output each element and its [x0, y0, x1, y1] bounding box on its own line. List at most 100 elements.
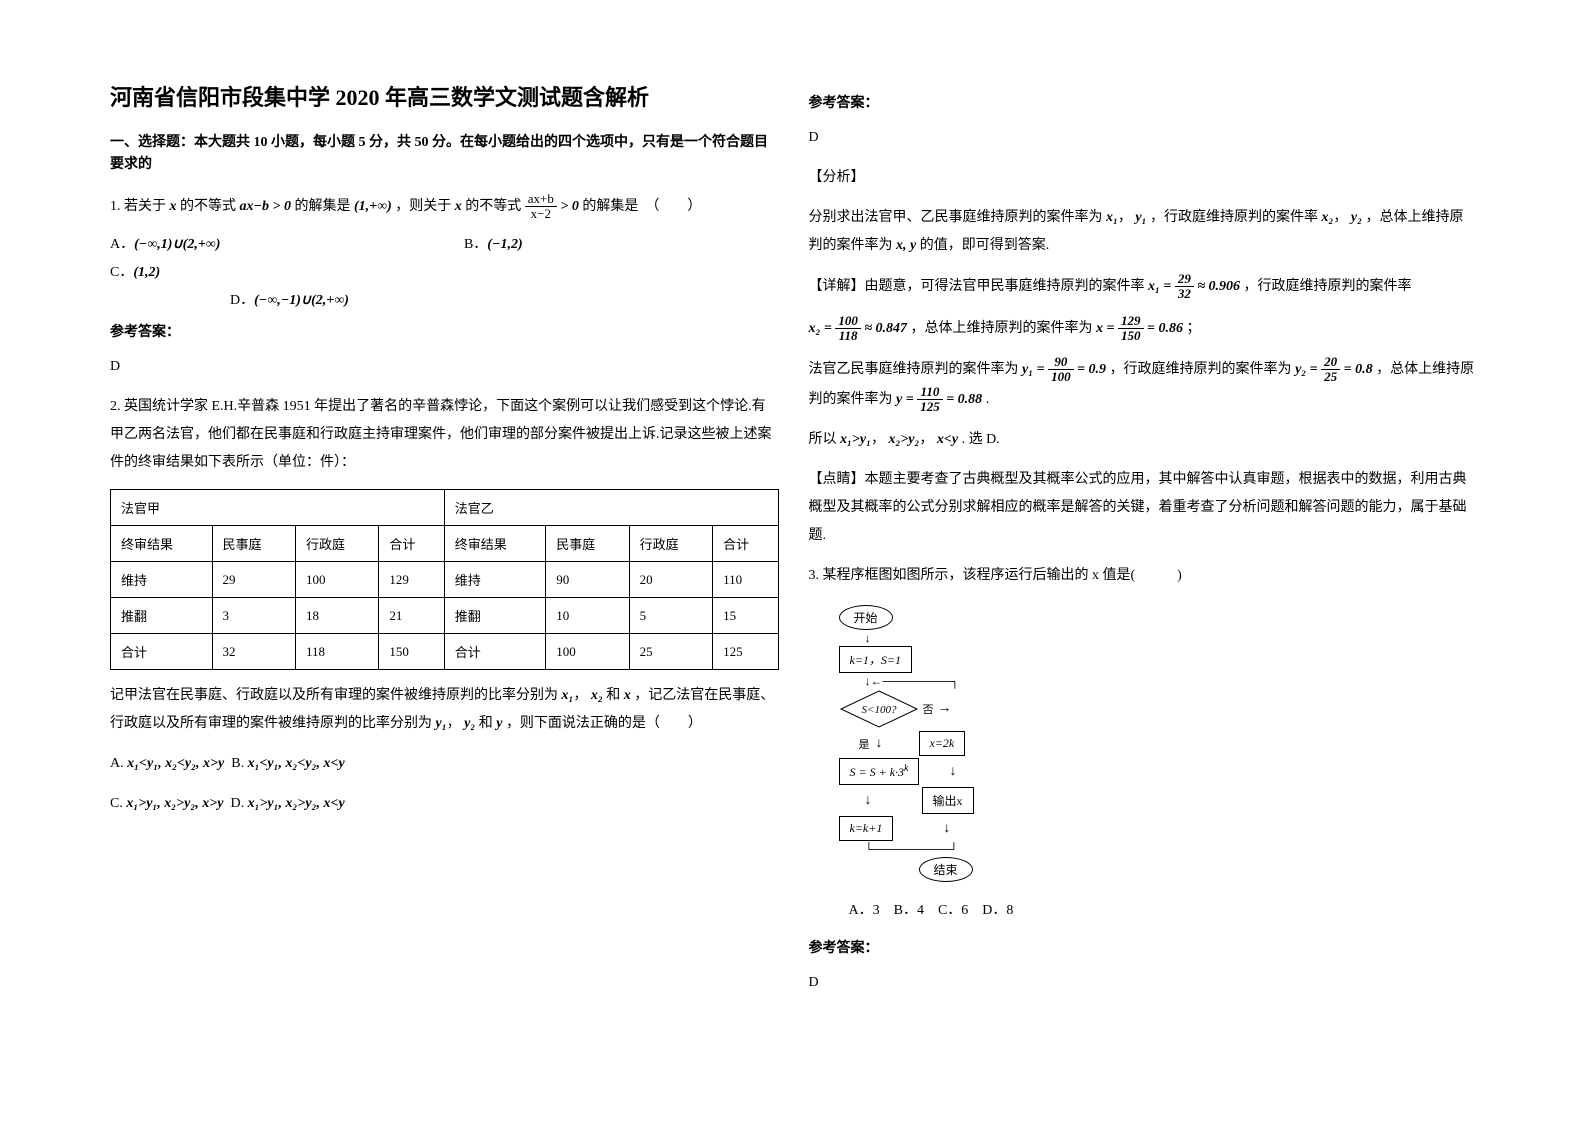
- r1c5: 90: [546, 562, 629, 598]
- so-line: 所以 x₁>y₁， x₂>y₂， x<y . 选 D.: [809, 426, 1478, 454]
- f2d: 118: [835, 329, 861, 343]
- flow-arrow-r: →: [938, 701, 952, 717]
- th-yi: 法官乙: [444, 490, 778, 526]
- q2-ob-pre: B.: [231, 756, 244, 771]
- xj5: 法官乙民事庭维持原判的案件率为: [809, 362, 1019, 377]
- r1c0: 维持: [111, 562, 213, 598]
- doc-title: 河南省信阳市段集中学 2020 年高三数学文测试题含解析: [110, 80, 779, 112]
- r2c3: 21: [379, 598, 444, 634]
- th-c0: 终审结果: [111, 526, 213, 562]
- flow-arrow-4b: ↓: [949, 764, 956, 780]
- q1-gt: > 0: [560, 199, 578, 214]
- flow-cond-row: S<100? 否 →: [839, 689, 1478, 729]
- r2c5: 10: [546, 598, 629, 634]
- xj8: .: [986, 392, 990, 407]
- f4-frac: 90100: [1048, 355, 1074, 385]
- q2-table-row3: 合计32118150合计10025125: [111, 634, 779, 670]
- q1-var2: x: [455, 199, 462, 214]
- q1-opt-a: A．(−∞,1)∪(2,+∞): [110, 233, 220, 253]
- q2-x2: x₂: [591, 688, 603, 703]
- flow-end: 结束: [919, 857, 973, 882]
- flow-step: S = S + k·3k: [839, 758, 920, 785]
- q2-yy: y: [496, 716, 502, 731]
- r1c1: 29: [212, 562, 295, 598]
- q2-ob: x₁<y₁, x₂<y₂, x<y: [248, 756, 345, 771]
- r2c7: 15: [713, 598, 778, 634]
- flowchart: 开始 ↓ k=1，S=1 ↓←────────┐ S<100? 否 → 是 ↓ …: [839, 605, 1478, 882]
- q1-set1: (1,+∞): [354, 199, 392, 214]
- question-3: 3. 某程序框图如图所示，该程序运行后输出的 x 值是( ): [809, 562, 1478, 590]
- cmp1: x₁>y₁: [840, 432, 871, 447]
- q2-table: 法官甲 法官乙 终审结果 民事庭 行政庭 合计 终审结果 民事庭 行政庭 合计 …: [110, 489, 779, 670]
- f5-frac: 2025: [1321, 355, 1340, 385]
- q1-mid1: 的不等式: [180, 199, 236, 214]
- flow-arrow-5: └─────────┘: [839, 843, 1478, 855]
- question-2: 2. 英国统计学家 E.H.辛普森 1951 年提出了著名的辛普森悖论，下面这个…: [110, 393, 779, 477]
- q3-answer: D: [809, 969, 1478, 997]
- q1-opt-b-val: (−1,2): [487, 237, 522, 252]
- q2-and2: 和: [479, 716, 493, 731]
- q3-options: A．3 B．4 C．6 D．8: [849, 897, 1478, 925]
- right-column: 参考答案： D 【分析】 分别求出法官甲、乙民事庭维持原判的案件率为 x₁， y…: [794, 80, 1493, 1042]
- q2-table-row2: 推翻31821推翻10515: [111, 598, 779, 634]
- f1n: 29: [1175, 272, 1194, 287]
- th-c5: 民事庭: [546, 526, 629, 562]
- q2-and1: 和: [606, 688, 620, 703]
- flow-arrow-4: ↓: [865, 793, 872, 809]
- q1-var1: x: [170, 199, 177, 214]
- q1-opt-c-val: (1,2): [133, 265, 160, 280]
- section-1-heading: 一、选择题：本大题共 10 小题，每小题 5 分，共 50 分。在每小题给出的四…: [110, 132, 779, 177]
- flow-yes: 是: [859, 736, 870, 752]
- f1-frac: 2932: [1175, 272, 1194, 302]
- r3c3: 150: [379, 634, 444, 670]
- flow-step-txt: S = S + k·3: [850, 765, 905, 779]
- left-column: 河南省信阳市段集中学 2020 年高三数学文测试题含解析 一、选择题：本大题共 …: [95, 80, 794, 1042]
- f6d: 125: [917, 400, 943, 414]
- fx4: 的值，即可得到答案.: [920, 238, 1050, 253]
- q2-y1: y₁: [436, 716, 447, 731]
- f1d: 32: [1175, 287, 1194, 301]
- fx-x2: x₂: [1322, 210, 1334, 225]
- xj-line3: 法官乙民事庭维持原判的案件率为 y₁ = 90100 = 0.9 ，行政庭维持原…: [809, 355, 1478, 414]
- f3v: = 0.86: [1147, 321, 1183, 336]
- so2: . 选 D.: [962, 432, 1000, 447]
- th-c2: 行政庭: [295, 526, 378, 562]
- f2n: 100: [835, 314, 861, 329]
- f6v: = 0.88: [946, 392, 982, 407]
- flow-arrow-5b: ↓: [943, 821, 950, 837]
- r2c4: 推翻: [444, 598, 546, 634]
- th-c1: 民事庭: [212, 526, 295, 562]
- fx-x1: x₁: [1106, 210, 1118, 225]
- flow-step-sup: k: [904, 763, 908, 774]
- f5n: 20: [1321, 355, 1340, 370]
- q1-tail: 的解集是 （ ）: [582, 199, 701, 214]
- th-c6: 行政庭: [629, 526, 712, 562]
- f4: y₁ =: [1022, 362, 1048, 377]
- f6n: 110: [917, 385, 943, 400]
- flow-end-row: 结束: [919, 857, 1478, 882]
- fenxi-text: 分别求出法官甲、乙民事庭维持原判的案件率为 x₁， y₁ ，行政庭维持原判的案件…: [809, 204, 1478, 260]
- q2-aft1: 记甲法官在民事庭、行政庭以及所有审理的案件被维持原判的比率分别为: [110, 688, 558, 703]
- xj-label: 【详解】由题意，可得法官甲民事庭维持原判的案件率: [809, 279, 1145, 294]
- q2-c2: ，: [447, 716, 461, 731]
- q1-fraction: ax+b x−2: [525, 192, 557, 222]
- flow-arrow-3: ↓: [876, 736, 883, 752]
- r1c7: 110: [713, 562, 778, 598]
- q1-mid3: ，则关于: [395, 199, 451, 214]
- f3n: 129: [1118, 314, 1144, 329]
- xj4: ；: [1187, 321, 1201, 336]
- q2-options: A. x₁<y₁, x₂<y₂, x>y B. x₁<y₁, x₂<y₂, x<…: [110, 750, 779, 778]
- flow-start-row: 开始: [839, 605, 1478, 630]
- flow-init-row: k=1，S=1: [839, 646, 1478, 673]
- r3c2: 118: [295, 634, 378, 670]
- q1-answer-label: 参考答案：: [110, 321, 779, 341]
- f1: x₁ =: [1148, 279, 1175, 294]
- q2-after: 记甲法官在民事庭、行政庭以及所有审理的案件被维持原判的比率分别为 x₁， x₂ …: [110, 682, 779, 738]
- flow-step-row: S = S + k·3k ↓: [839, 758, 1478, 785]
- xj6: ，行政庭维持原判的案件率为: [1110, 362, 1292, 377]
- cmp2: x₂>y₂: [888, 432, 919, 447]
- q2-oc-pre: C.: [110, 796, 123, 811]
- f4d: 100: [1048, 370, 1074, 384]
- q2-x1: x₁: [562, 688, 574, 703]
- r2c6: 5: [629, 598, 712, 634]
